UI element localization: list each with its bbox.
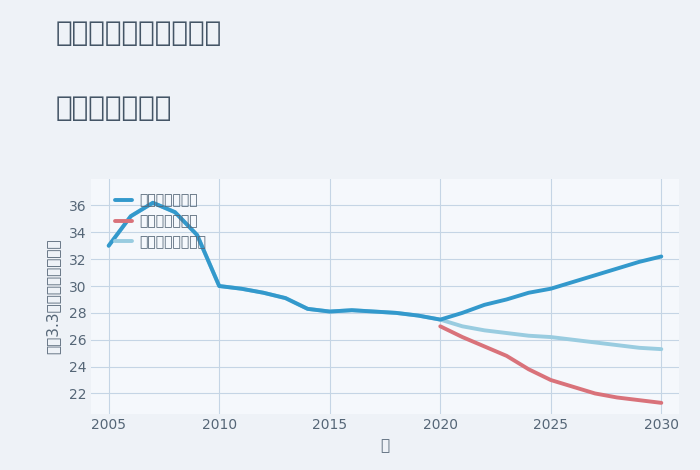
グッドシナリオ — [259, 290, 267, 296]
ノーマルシナリオ — [215, 283, 223, 289]
バッドシナリオ — [613, 395, 622, 400]
ノーマルシナリオ — [392, 310, 400, 316]
ノーマルシナリオ — [591, 340, 599, 345]
ノーマルシナリオ — [524, 333, 533, 338]
Text: 土地の価格推移: 土地の価格推移 — [56, 94, 172, 122]
バッドシナリオ — [635, 397, 643, 403]
バッドシナリオ — [524, 367, 533, 372]
バッドシナリオ — [591, 391, 599, 396]
グッドシナリオ — [568, 279, 577, 285]
ノーマルシナリオ — [104, 243, 113, 249]
グッドシナリオ — [193, 232, 202, 238]
バッドシナリオ — [657, 400, 666, 406]
Text: 岐阜県大垣市米野町の: 岐阜県大垣市米野町の — [56, 19, 223, 47]
ノーマルシナリオ — [281, 295, 290, 301]
Legend: グッドシナリオ, バッドシナリオ, ノーマルシナリオ: グッドシナリオ, バッドシナリオ, ノーマルシナリオ — [110, 188, 211, 255]
ノーマルシナリオ — [547, 334, 555, 340]
ノーマルシナリオ — [193, 232, 202, 238]
ノーマルシナリオ — [480, 328, 489, 333]
Line: グッドシナリオ: グッドシナリオ — [108, 203, 662, 320]
ノーマルシナリオ — [613, 342, 622, 348]
グッドシナリオ — [171, 209, 179, 215]
バッドシナリオ — [480, 344, 489, 349]
ノーマルシナリオ — [436, 317, 445, 322]
ノーマルシナリオ — [370, 309, 378, 314]
バッドシナリオ — [568, 384, 577, 390]
グッドシナリオ — [127, 213, 135, 219]
グッドシナリオ — [348, 307, 356, 313]
グッドシナリオ — [524, 290, 533, 296]
グッドシナリオ — [370, 309, 378, 314]
グッドシナリオ — [281, 295, 290, 301]
グッドシナリオ — [303, 306, 312, 312]
グッドシナリオ — [591, 273, 599, 278]
ノーマルシナリオ — [568, 337, 577, 343]
グッドシナリオ — [148, 200, 157, 205]
ノーマルシナリオ — [237, 286, 246, 291]
グッドシナリオ — [392, 310, 400, 316]
グッドシナリオ — [104, 243, 113, 249]
グッドシナリオ — [547, 286, 555, 291]
バッドシナリオ — [458, 334, 467, 340]
グッドシナリオ — [613, 266, 622, 271]
ノーマルシナリオ — [148, 200, 157, 205]
Line: ノーマルシナリオ: ノーマルシナリオ — [108, 203, 662, 349]
ノーマルシナリオ — [171, 209, 179, 215]
グッドシナリオ — [237, 286, 246, 291]
ノーマルシナリオ — [458, 323, 467, 329]
ノーマルシナリオ — [657, 346, 666, 352]
ノーマルシナリオ — [303, 306, 312, 312]
グッドシナリオ — [414, 313, 422, 318]
バッドシナリオ — [547, 377, 555, 383]
Y-axis label: 平（3.3㎡）単価（万円）: 平（3.3㎡）単価（万円） — [46, 238, 60, 354]
グッドシナリオ — [657, 254, 666, 259]
Line: バッドシナリオ: バッドシナリオ — [440, 326, 662, 403]
グッドシナリオ — [458, 310, 467, 316]
X-axis label: 年: 年 — [380, 438, 390, 453]
グッドシナリオ — [635, 259, 643, 265]
ノーマルシナリオ — [127, 213, 135, 219]
グッドシナリオ — [215, 283, 223, 289]
ノーマルシナリオ — [414, 313, 422, 318]
グッドシナリオ — [503, 297, 511, 302]
グッドシナリオ — [326, 309, 334, 314]
バッドシナリオ — [503, 353, 511, 359]
グッドシナリオ — [436, 317, 445, 322]
グッドシナリオ — [480, 302, 489, 308]
ノーマルシナリオ — [503, 330, 511, 336]
ノーマルシナリオ — [348, 307, 356, 313]
ノーマルシナリオ — [635, 345, 643, 351]
ノーマルシナリオ — [326, 309, 334, 314]
バッドシナリオ — [436, 323, 445, 329]
ノーマルシナリオ — [259, 290, 267, 296]
